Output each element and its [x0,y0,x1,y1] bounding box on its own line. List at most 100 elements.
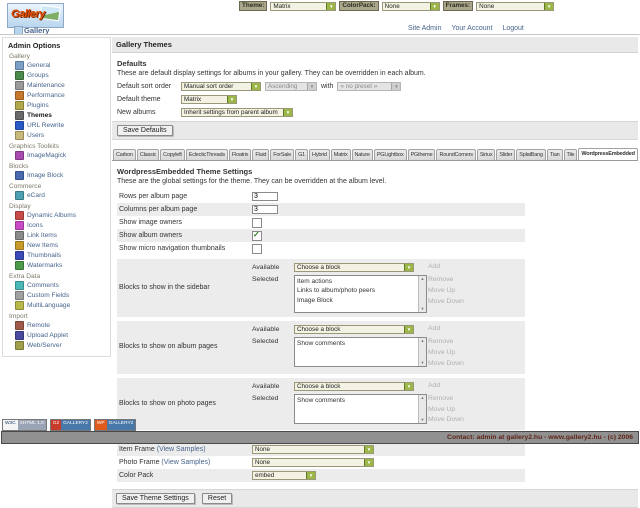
sidebar-item-upload-applet[interactable]: Upload Applet [15,331,110,340]
w3c-xhtml-badge[interactable]: W3C XHTML 1.0 [2,419,47,431]
list-item[interactable]: Show comments [297,396,346,404]
colorpack-select[interactable]: None ▼ [381,1,440,11]
sidebar-item-dynamic-albums[interactable]: Dynamic Albums [15,211,110,220]
sidebar-item-image-block[interactable]: Image Block [15,171,110,180]
blocks-to-show-in-the-sidebar-selected-list[interactable]: Item actions Links to album/photo peers Im… [294,275,427,313]
tab-tile[interactable]: Tile [563,149,578,160]
list-item[interactable]: Image Block [297,296,333,304]
remove-link[interactable]: Remove [428,394,454,402]
color-pack-select[interactable]: embed ▼ [252,471,316,481]
blocks-to-show-on-photo-pages-selected-list[interactable]: Show comments ▲ ▼ [294,393,427,424]
remove-link[interactable]: Remove [428,276,454,283]
tab-classic[interactable]: Classic [136,149,160,160]
tab-fluid[interactable]: Fluid [252,149,270,160]
view-samples-link[interactable]: (View Samples) [161,458,211,466]
move-up-link[interactable]: Move Up [428,286,456,294]
tab-floatrix[interactable]: Floatrix [228,149,252,160]
site-admin-link[interactable]: Site Admin [408,25,442,32]
show-image-owners-checkbox[interactable] [252,217,262,228]
tab-pglightbox[interactable]: PGLightbox [373,149,407,160]
columns-per-album-page-input[interactable] [252,205,278,214]
tab-carbon[interactable]: Carbon [113,149,136,160]
sidebar-item-watermarks[interactable]: Watermarks [15,261,110,270]
add-link[interactable]: Add [428,263,441,270]
blocks-to-show-on-album-pages-selected-list[interactable]: Show comments ▲ ▼ [294,337,427,367]
sidebar-item-maintenance[interactable]: Maintenance [15,81,110,90]
sidebar-item-users[interactable]: Users [15,131,110,140]
list-item[interactable]: Links to album/photo peers [297,287,376,295]
tab-wordpressembedded[interactable]: WordpressEmbedded [578,148,638,160]
tab-g1[interactable]: G1 [295,149,309,160]
tab-forsale[interactable]: ForSale [270,149,295,160]
save-theme-settings-button[interactable]: Save Theme Settings [116,493,195,505]
list-item[interactable]: Item actions [297,278,333,285]
tab-roundcorners[interactable]: RoundCorners [436,149,476,160]
save-defaults-button[interactable]: Save Defaults [117,125,173,136]
tab-pgtheme[interactable]: PGtheme [407,149,436,160]
sidebar-item-groups[interactable]: Groups [15,71,110,80]
sidebar-item-multilanguage[interactable]: MultiLanguage [15,301,110,310]
view-samples-link[interactable]: (View Samples) [156,445,206,453]
default-theme-select[interactable]: Matrix ▼ [181,95,237,104]
theme-select[interactable]: Matrix ▼ [270,1,337,11]
gallery-logo[interactable]: Gallery [7,3,64,28]
dropdown-arrow-icon: ▼ [251,83,260,90]
sidebar-item-plugins[interactable]: Plugins [15,101,110,110]
tab-nature[interactable]: Nature [351,149,373,160]
tab-eclecticthreads[interactable]: EclecticThreads [185,149,228,160]
scrollbar[interactable]: ▲ ▼ [418,338,426,366]
tab-siriux[interactable]: Siriux [476,149,496,160]
photo-frame-select[interactable]: None ▼ [252,458,374,468]
tab-splatbang[interactable]: SplatBang [516,149,546,160]
sidebar-item-general[interactable]: General [15,61,110,70]
tab-copyleft[interactable]: Copyleft [160,149,185,160]
show-album-owners-checkbox[interactable] [252,230,262,241]
scrollbar[interactable]: ▲ ▼ [418,276,426,312]
imagemagick-icon [15,151,24,160]
reset-button[interactable]: Reset [201,493,233,505]
sidebar-item-remote[interactable]: Remote [15,321,110,330]
blocks-controls: Available Choose a block ▼ Add Selected Item … [252,263,486,313]
breadcrumb[interactable]: Gallery [24,26,50,35]
sidebar-item-web-server[interactable]: Web/Server [15,341,110,350]
add-link[interactable]: Add [428,381,441,389]
sidebar-item-comments[interactable]: Comments [15,281,110,290]
list-item[interactable]: Show comments [297,340,346,347]
sidebar-item-themes[interactable]: Themes [15,111,110,120]
sidebar-item-ecard[interactable]: eCard [15,191,110,200]
wp-gallery2-badge[interactable]: WP GALLERY2 [93,419,137,431]
new-albums-select[interactable]: Inherit settings from parent album ▼ [181,108,293,117]
move-up-link[interactable]: Move Up [428,405,456,413]
sidebar-item-thumbnails[interactable]: Thumbnails [15,251,110,260]
show-micro-navigation-thumbnails-checkbox[interactable] [252,243,262,254]
sidebar-item-url-rewrite[interactable]: URL Rewrite [15,121,110,130]
your-account-link[interactable]: Your Account [451,25,493,32]
sidebar-item-icons[interactable]: Icons [15,221,110,230]
frames-select[interactable]: None ▼ [476,1,555,11]
blocks-to-show-in-the-sidebar-available-select[interactable]: Choose a block ▼ [294,263,414,272]
logout-link[interactable]: Logout [502,25,524,32]
blocks-to-show-on-photo-pages-available-select[interactable]: Choose a block ▼ [294,381,414,391]
tab-hybrid[interactable]: Hybrid [309,149,330,160]
move-down-link[interactable]: Move Down [428,297,464,305]
tab-tian[interactable]: Tian [546,149,563,160]
sidebar-item-custom-fields[interactable]: Custom Fields [15,291,110,300]
rows-per-album-page-input[interactable] [252,192,278,201]
gallery2-badge[interactable]: G2 GALLERY2 [49,419,91,431]
sidebar-item-performance[interactable]: Performance [15,91,110,100]
scrollbar[interactable]: ▲ ▼ [418,394,426,423]
move-down-link[interactable]: Move Down [428,359,464,367]
move-up-link[interactable]: Move Up [428,348,456,356]
add-link[interactable]: Add [428,325,441,332]
remove-link[interactable]: Remove [428,338,454,345]
sidebar-item-imagemagick[interactable]: ImageMagick [15,151,110,160]
blocks-to-show-on-album-pages-available-select[interactable]: Choose a block ▼ [294,325,414,334]
sidebar-item-new-items[interactable]: New Items [15,241,110,250]
item-frame-select[interactable]: None ▼ [252,445,374,455]
tab-slider[interactable]: Slider [496,149,516,160]
sidebar-item-link-items[interactable]: Link Items [15,231,110,240]
default-sort-order-select[interactable]: Manual sort order ▼ [181,82,261,91]
move-down-link[interactable]: Move Down [428,416,464,424]
tab-matrix[interactable]: Matrix [330,149,351,160]
blocks-controls: Available Choose a block ▼ Add Selected Show … [252,325,486,370]
